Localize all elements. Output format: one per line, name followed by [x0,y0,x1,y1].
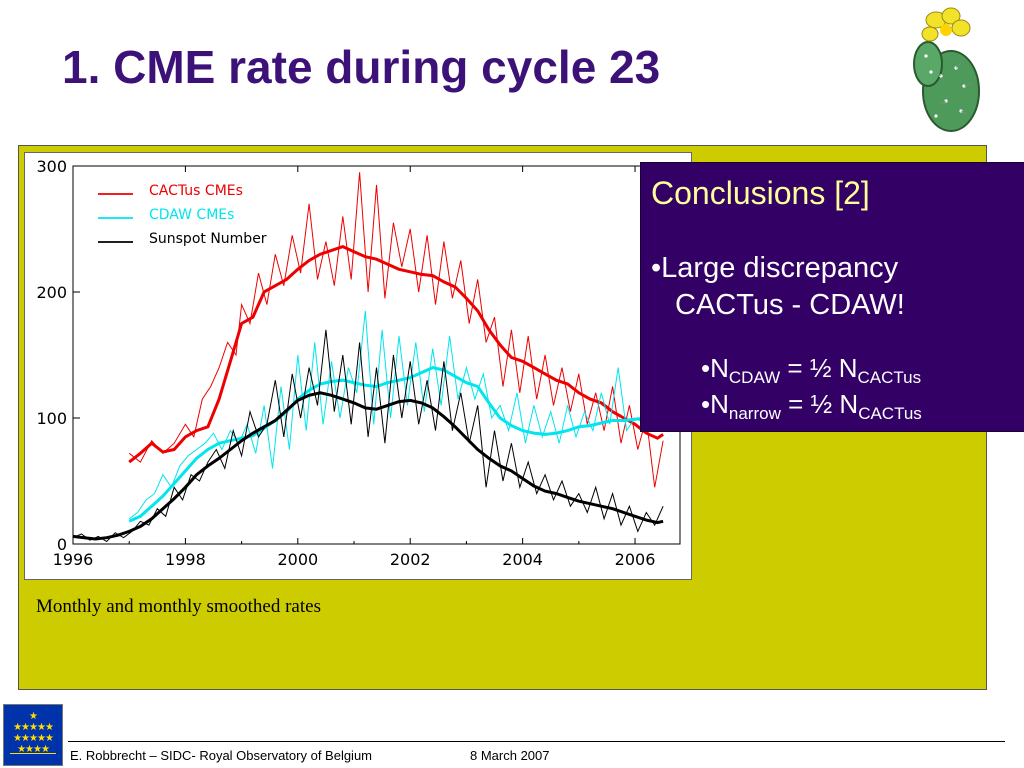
flag-divider [10,753,56,754]
formula-mid: = ½ N [780,353,858,383]
formula-bullet: • [701,353,711,383]
footer-date: 8 March 2007 [470,748,550,763]
formula-lhs: N [710,353,729,383]
cdaw-cmes-legend-label: CDAW CMEs [149,207,234,223]
x-tick-label: 1998 [165,550,206,569]
cdaw-cmes-monthly-line [128,310,647,520]
eu-flag: ★ ★★★★★ ★★★★★ ★★★★ [3,704,63,766]
cactus-cmes-monthly-line [128,172,664,488]
x-tick-label: 2002 [390,550,431,569]
formula-bullet: • [701,389,711,419]
x-tick-label: 2004 [502,550,543,569]
y-tick-label: 0 [57,535,67,554]
cactus-logo [913,7,980,132]
conclusions-title: Conclusions [2] [651,175,870,211]
formula-lhs: N [710,389,729,419]
cdaw-cmes-smoothed-line [128,366,647,523]
bullet-text-line1: Large discrepancy [661,252,899,284]
bullet-large-discrepancy: •Large discrepancy CACTus - CDAW! [651,250,905,324]
slide-title: 1. CME rate during cycle 23 [62,41,661,93]
footer-rule [68,741,1005,742]
formula-lhs-sub: narrow [728,404,781,423]
formula-cdaw: •NCDAW = ½ NCACTus [701,353,921,388]
chart-frame: 1996 1998 2000 2002 2004 2006 0 100 200 300 CACTus… [24,152,692,580]
cactus-cmes-smoothed-line [128,244,664,464]
x-tick-label: 2006 [615,550,656,569]
formula-lhs-sub: CDAW [728,368,781,387]
formula-rhs-sub: CACTus [857,368,922,387]
bullet-text-line2: CACTus - CDAW! [675,289,905,321]
y-tick-label: 200 [36,283,67,302]
formula-mid: = ½ N [780,389,859,419]
footer-author: E. Robbrecht – SIDC- Royal Observatory o… [70,748,373,763]
x-tick-label: 2000 [277,550,318,569]
chart-caption: Monthly and monthly smoothed rates [36,596,321,617]
conclusions-panel: Conclusions [2] •Large discrepancy CACTu… [640,162,1024,432]
y-tick-label: 100 [36,409,67,428]
bullet-symbol: • [651,252,662,284]
formula-rhs-sub: CACTus [858,404,922,423]
sunspot-number-smoothed-line [72,391,664,541]
cme-rate-chart: 1996 1998 2000 2002 2004 2006 0 100 200 300 CACTus… [36,157,681,569]
cactus-cmes-legend-label: CACTus CMEs [149,183,243,199]
y-tick-label: 300 [36,157,67,176]
eu-stars-icon: ★ ★★★★★ ★★★★★ ★★★★ [13,711,54,755]
sunspot-number-legend-label: Sunspot Number [149,231,267,247]
x-tick-label: 1996 [53,550,94,569]
formula-narrow: •Nnarrow = ½ NCACTus [701,389,922,424]
sunspot-number-monthly-line [72,329,664,543]
